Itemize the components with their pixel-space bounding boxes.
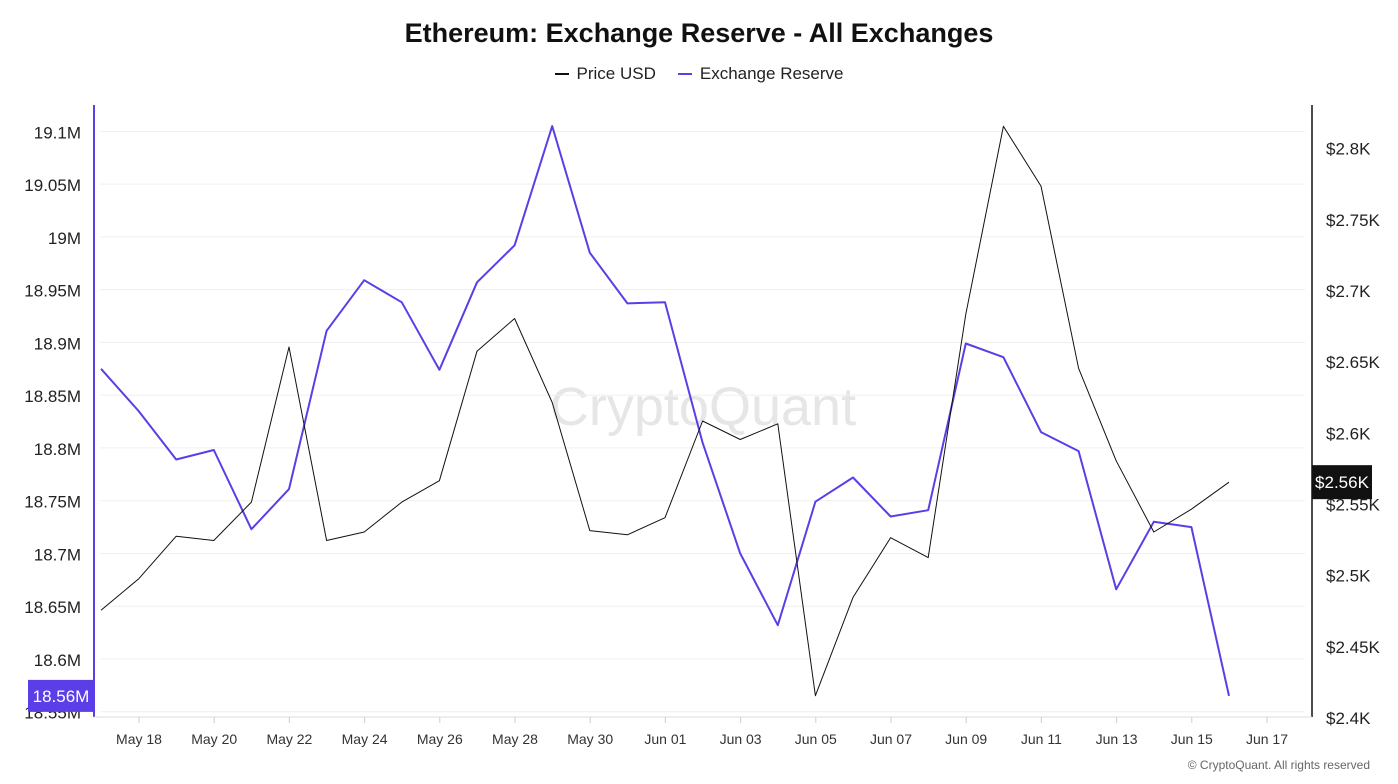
chart-title: Ethereum: Exchange Reserve - All Exchang…: [404, 18, 994, 48]
legend-item-price[interactable]: Price USD: [554, 64, 656, 84]
right-tick-label: $2.55K: [1326, 496, 1381, 515]
current-reserve-badge: [28, 679, 95, 712]
right-tick-label: $2.65K: [1326, 353, 1381, 372]
legend-label-reserve: Exchange Reserve: [699, 64, 844, 83]
x-tick-label: May 30: [567, 731, 613, 747]
x-tick-label: May 24: [342, 731, 388, 747]
legend: Price USD Exchange Reserve: [0, 64, 1398, 84]
x-tick-label: May 26: [417, 731, 463, 747]
right-tick-label: $2.45K: [1326, 638, 1381, 657]
exchange-reserve-line: [100, 125, 1230, 697]
right-tick-label: $2.5K: [1326, 567, 1371, 586]
x-tick-label: Jun 15: [1171, 731, 1213, 747]
left-tick-label: 18.9M: [34, 334, 81, 353]
axis-labels: 19.1M 19.05M 19M 18.95M 18.9M 18.85M 18.8M 18.7…: [24, 123, 1380, 747]
left-tick-label: 18.7M: [34, 545, 81, 564]
left-tick-label: 18.8M: [34, 440, 81, 459]
left-tick-label: 18.85M: [24, 387, 81, 406]
x-tick-label: May 22: [266, 731, 312, 747]
grid: [100, 130, 1305, 713]
left-tick-label: 18.75M: [24, 493, 81, 512]
price-usd-line: [100, 125, 1230, 697]
left-tick-label: 19.05M: [24, 176, 81, 195]
right-tick-label: $2.7K: [1326, 282, 1371, 301]
axes: [93, 105, 1313, 723]
right-tick-label: $2.8K: [1326, 140, 1371, 159]
x-tick-label: Jun 05: [795, 731, 837, 747]
legend-swatch-price: [554, 73, 569, 75]
right-tick-label: $2.4K: [1326, 709, 1371, 728]
watermark: CryptoQuant: [550, 377, 856, 437]
legend-item-reserve[interactable]: Exchange Reserve: [677, 64, 844, 84]
x-tick-label: Jun 13: [1096, 731, 1138, 747]
current-reserve-label: 18.56M: [33, 687, 90, 706]
right-tick-label: $2.75K: [1326, 211, 1381, 230]
legend-label-price: Price USD: [576, 64, 656, 83]
x-tick-label: May 20: [191, 731, 237, 747]
x-tick-label: Jun 07: [870, 731, 912, 747]
x-tick-label: Jun 03: [720, 731, 762, 747]
left-tick-label: 18.6M: [34, 651, 81, 670]
current-price-badge: [1312, 465, 1372, 500]
legend-swatch-reserve: [677, 73, 692, 75]
right-tick-label: $2.6K: [1326, 424, 1371, 443]
x-tick-label: Jun 01: [644, 731, 686, 747]
left-tick-label: 18.65M: [24, 598, 81, 617]
x-tick-label: May 28: [492, 731, 538, 747]
left-tick-label: 18.95M: [24, 282, 81, 301]
left-tick-label: 19.1M: [34, 123, 81, 142]
copyright-footer: © CryptoQuant. All rights reserved: [1187, 758, 1370, 772]
x-tick-label: Jun 17: [1246, 731, 1288, 747]
series: [100, 125, 1230, 697]
x-tick-label: May 18: [116, 731, 162, 747]
x-tick-label: Jun 11: [1021, 731, 1062, 747]
left-tick-label: 19M: [48, 229, 81, 248]
x-tick-label: Jun 09: [945, 731, 987, 747]
current-price-label: $2.56K: [1315, 473, 1370, 492]
